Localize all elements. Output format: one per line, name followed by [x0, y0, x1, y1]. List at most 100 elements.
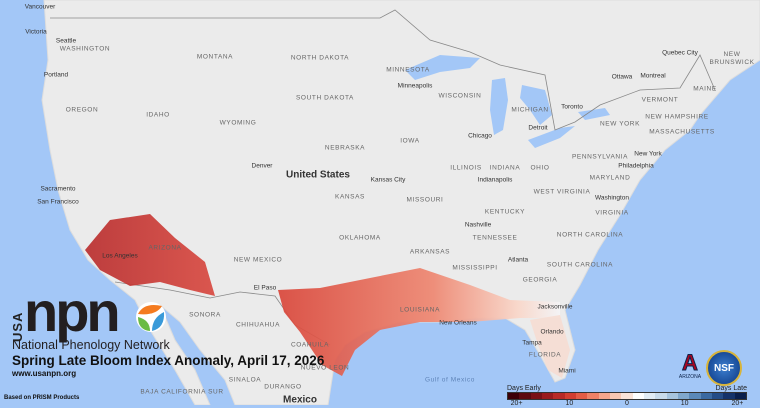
state-label: ILLINOIS: [450, 164, 482, 172]
city-label: Chicago: [468, 132, 492, 140]
state-label: PENNSYLVANIA: [571, 153, 629, 161]
state-label: IOWA: [400, 137, 420, 145]
city-label: Jacksonville: [537, 303, 573, 311]
city-label: Orlando: [540, 328, 564, 336]
city-label: Sacramento: [40, 185, 76, 193]
city-label: Portland: [43, 71, 69, 79]
legend-right-label: Days Late: [715, 385, 747, 392]
lake-michigan: [490, 78, 508, 135]
legend-swatch: [541, 393, 554, 399]
lake-erie: [528, 126, 575, 148]
state-label: MISSISSIPPI: [452, 264, 498, 272]
city-label: Montreal: [640, 72, 666, 80]
legend-swatch: [530, 393, 542, 399]
legend-swatch: [609, 393, 622, 399]
city-label: Quebec City: [662, 49, 698, 57]
state-label: TENNESSEE: [472, 234, 518, 242]
state-label: IDAHO: [146, 111, 170, 119]
legend-swatch: [519, 393, 531, 399]
legend-swatch: [700, 393, 712, 399]
legend-swatch: [575, 393, 588, 399]
state-label: OHIO: [530, 164, 550, 172]
logo-subtitle: National Phenology Network: [12, 338, 170, 352]
state-label: DURANGO: [264, 383, 302, 391]
city-label: New York: [634, 150, 662, 158]
city-label: El Paso: [253, 284, 277, 292]
legend-swatch: [508, 393, 520, 399]
lake-huron: [520, 85, 552, 125]
lake-superior: [405, 55, 480, 80]
city-label: Seattle: [55, 37, 77, 45]
state-label: MAINE: [693, 85, 717, 93]
legend-swatch: [734, 393, 746, 399]
legend-swatch: [598, 393, 610, 399]
state-label: NEW YORK: [599, 120, 641, 128]
city-label: Denver: [251, 162, 273, 170]
city-label: San Francisco: [37, 198, 79, 206]
legend-tick: 10: [680, 400, 689, 407]
state-label: ARIZONA: [148, 244, 182, 252]
state-label: NEW HAMPSHIRE: [645, 113, 709, 121]
state-label: ARKANSAS: [409, 248, 451, 256]
state-label: SONORA: [189, 311, 221, 319]
legend-swatch: [643, 393, 656, 399]
state-label: SINALOA: [228, 376, 262, 384]
legend-swatch: [587, 393, 599, 399]
state-label: MASSACHUSETTS: [649, 128, 715, 136]
state-label: VERMONT: [641, 96, 679, 104]
city-label: Victoria: [25, 28, 47, 36]
state-label: CHIHUAHUA: [235, 321, 281, 329]
city-label: Miami: [558, 367, 576, 375]
anomaly-south-central: [278, 268, 560, 376]
state-label: VIRGINIA: [595, 209, 629, 217]
city-label: Detroit: [528, 124, 548, 132]
nsf-logo: NSF: [706, 350, 742, 386]
legend-tick: 10: [565, 400, 574, 407]
legend-swatch: [689, 393, 701, 399]
state-label: NEBRASKA: [324, 144, 366, 152]
water-label: Gulf of Mexico: [425, 376, 475, 384]
state-label: SOUTH DAKOTA: [295, 94, 355, 102]
data-credit: Based on PRISM Products: [4, 395, 80, 401]
anomaly-florida: [530, 315, 570, 378]
legend-swatch: [666, 393, 678, 399]
state-label: OKLAHOMA: [339, 234, 381, 242]
state-label: FLORIDA: [528, 351, 562, 359]
canada-border: [50, 9, 716, 131]
city-label: Tampa: [522, 339, 542, 347]
country-label: Mexico: [283, 394, 317, 406]
legend-swatch: [553, 393, 565, 399]
state-label: LOUISIANA: [399, 306, 441, 314]
city-label: Minneapolis: [397, 82, 433, 90]
city-label: Toronto: [561, 103, 583, 111]
city-label: Ottawa: [611, 73, 633, 81]
anomaly-southwest: [85, 214, 215, 296]
state-label: NUEVO LEON: [300, 364, 350, 372]
legend-colorbar: [507, 392, 747, 400]
legend-swatch: [723, 393, 735, 399]
legend-tick: 20+: [510, 400, 523, 407]
city-label: Nashville: [464, 221, 492, 229]
state-label: WASHINGTON: [59, 45, 111, 53]
legend-swatch: [677, 393, 690, 399]
legend-swatch: [632, 393, 644, 399]
state-label: INDIANA: [489, 164, 521, 172]
state-label: SOUTH CAROLINA: [546, 261, 614, 269]
state-label: NEW BRUNSWICK: [709, 51, 755, 66]
logo-npn: npn: [24, 280, 121, 343]
state-label: NORTH DAKOTA: [290, 54, 350, 62]
legend-swatch: [564, 393, 576, 399]
state-label: GEORGIA: [522, 276, 558, 284]
state-label: KENTUCKY: [484, 208, 526, 216]
state-label: MARYLAND: [589, 174, 631, 182]
legend-tick: 0: [625, 400, 629, 407]
country-label: United States: [286, 169, 350, 181]
state-label: BAJA CALIFORNIA SUR: [140, 388, 224, 396]
state-label: WEST VIRGINIA: [533, 188, 591, 196]
city-label: New Orleans: [439, 319, 477, 327]
website-link[interactable]: www.usanpn.org: [12, 369, 77, 378]
state-label: MINNESOTA: [386, 66, 430, 74]
city-label: Atlanta: [507, 256, 529, 264]
state-label: KANSAS: [335, 193, 365, 201]
